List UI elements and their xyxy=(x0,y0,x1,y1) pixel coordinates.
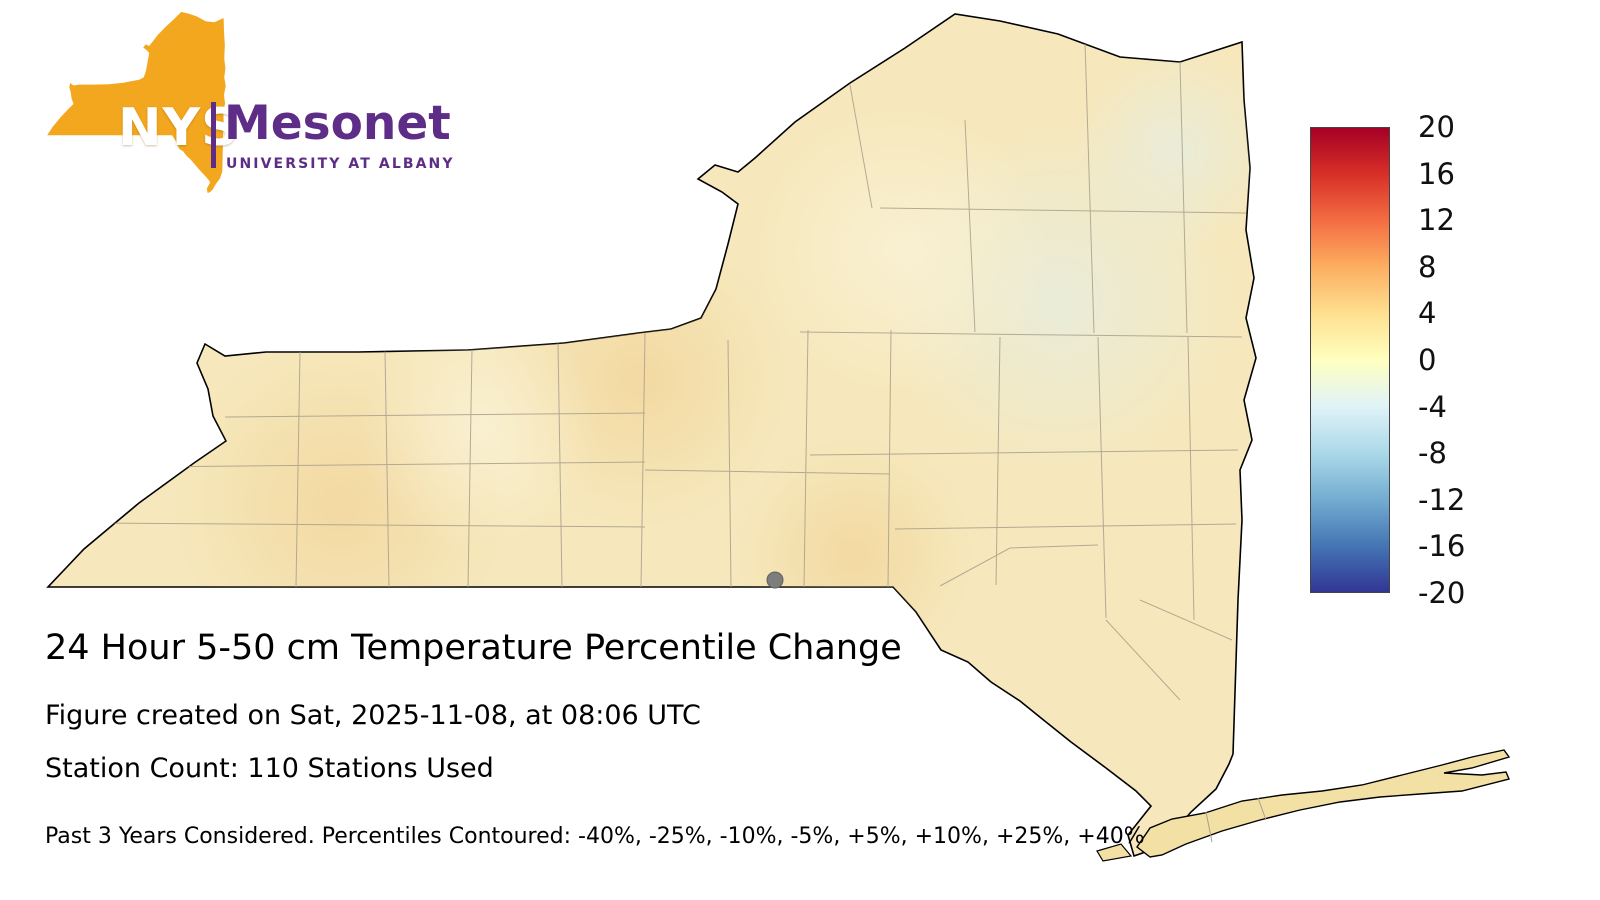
colorbar: 20 16 12 8 4 0 -4 -8 -12 -16 -20 xyxy=(1310,110,1465,610)
colorbar-label: -8 xyxy=(1418,436,1447,471)
figure-title: 24 Hour 5-50 cm Temperature Percentile C… xyxy=(45,628,902,668)
footnote-text: Past 3 Years Considered. Percentiles Con… xyxy=(45,824,1145,849)
colorbar-label: 8 xyxy=(1418,249,1437,284)
colorbar-label: -16 xyxy=(1418,529,1466,564)
colorbar-label: -4 xyxy=(1418,389,1447,424)
colorbar-label: 0 xyxy=(1418,343,1437,377)
colorbar-label: -12 xyxy=(1418,482,1466,517)
logo-university-text: UNIVERSITY AT ALBANY xyxy=(226,156,455,172)
logo-divider xyxy=(211,102,216,168)
colorbar-label: -20 xyxy=(1418,576,1466,610)
staten-island-shape xyxy=(1096,843,1133,862)
colorbar-label: 4 xyxy=(1418,296,1437,331)
county-boundaries xyxy=(48,41,1247,701)
figure-created-text: Figure created on Sat, 2025-11-08, at 08… xyxy=(45,700,701,731)
station-marker xyxy=(766,571,784,589)
long-island-county-lines xyxy=(1205,797,1267,843)
colorbar-label: 12 xyxy=(1418,203,1455,238)
logo-mesonet-text: Mesonet xyxy=(224,96,451,151)
colorbar-label: 16 xyxy=(1418,156,1455,191)
logo-nys-text: NYS xyxy=(118,98,240,158)
long-island-shape xyxy=(1136,749,1511,858)
colorbar-label: 20 xyxy=(1418,110,1455,144)
colorbar-labels: 20 16 12 8 4 0 -4 -8 -12 -16 -20 xyxy=(1418,110,1528,610)
nys-mesonet-logo: NYS Mesonet UNIVERSITY AT ALBANY xyxy=(46,10,466,210)
colorbar-gradient xyxy=(1310,127,1390,593)
station-count-text: Station Count: 110 Stations Used xyxy=(45,753,494,784)
